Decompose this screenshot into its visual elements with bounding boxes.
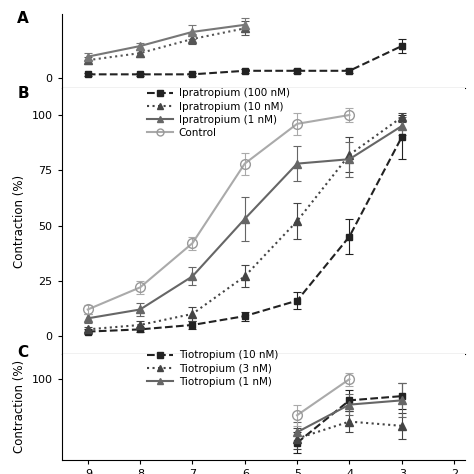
Y-axis label: Contraction (%): Contraction (%) (13, 360, 26, 453)
X-axis label: Log concentration of carbachol (M): Log concentration of carbachol (M) (160, 378, 366, 391)
X-axis label: Log concentration of carbachol (M): Log concentration of carbachol (M) (160, 113, 366, 126)
Text: B: B (18, 86, 29, 101)
Text: A: A (18, 10, 29, 26)
Legend: Tiotropium (10 nM), Tiotropium (3 nM), Tiotropium (1 nM): Tiotropium (10 nM), Tiotropium (3 nM), T… (147, 350, 278, 387)
Legend: Ipratropium (100 nM), Ipratropium (10 nM), Ipratropium (1 nM), Control: Ipratropium (100 nM), Ipratropium (10 nM… (147, 88, 290, 138)
Text: C: C (18, 345, 28, 360)
Y-axis label: Contraction (%): Contraction (%) (13, 174, 26, 268)
